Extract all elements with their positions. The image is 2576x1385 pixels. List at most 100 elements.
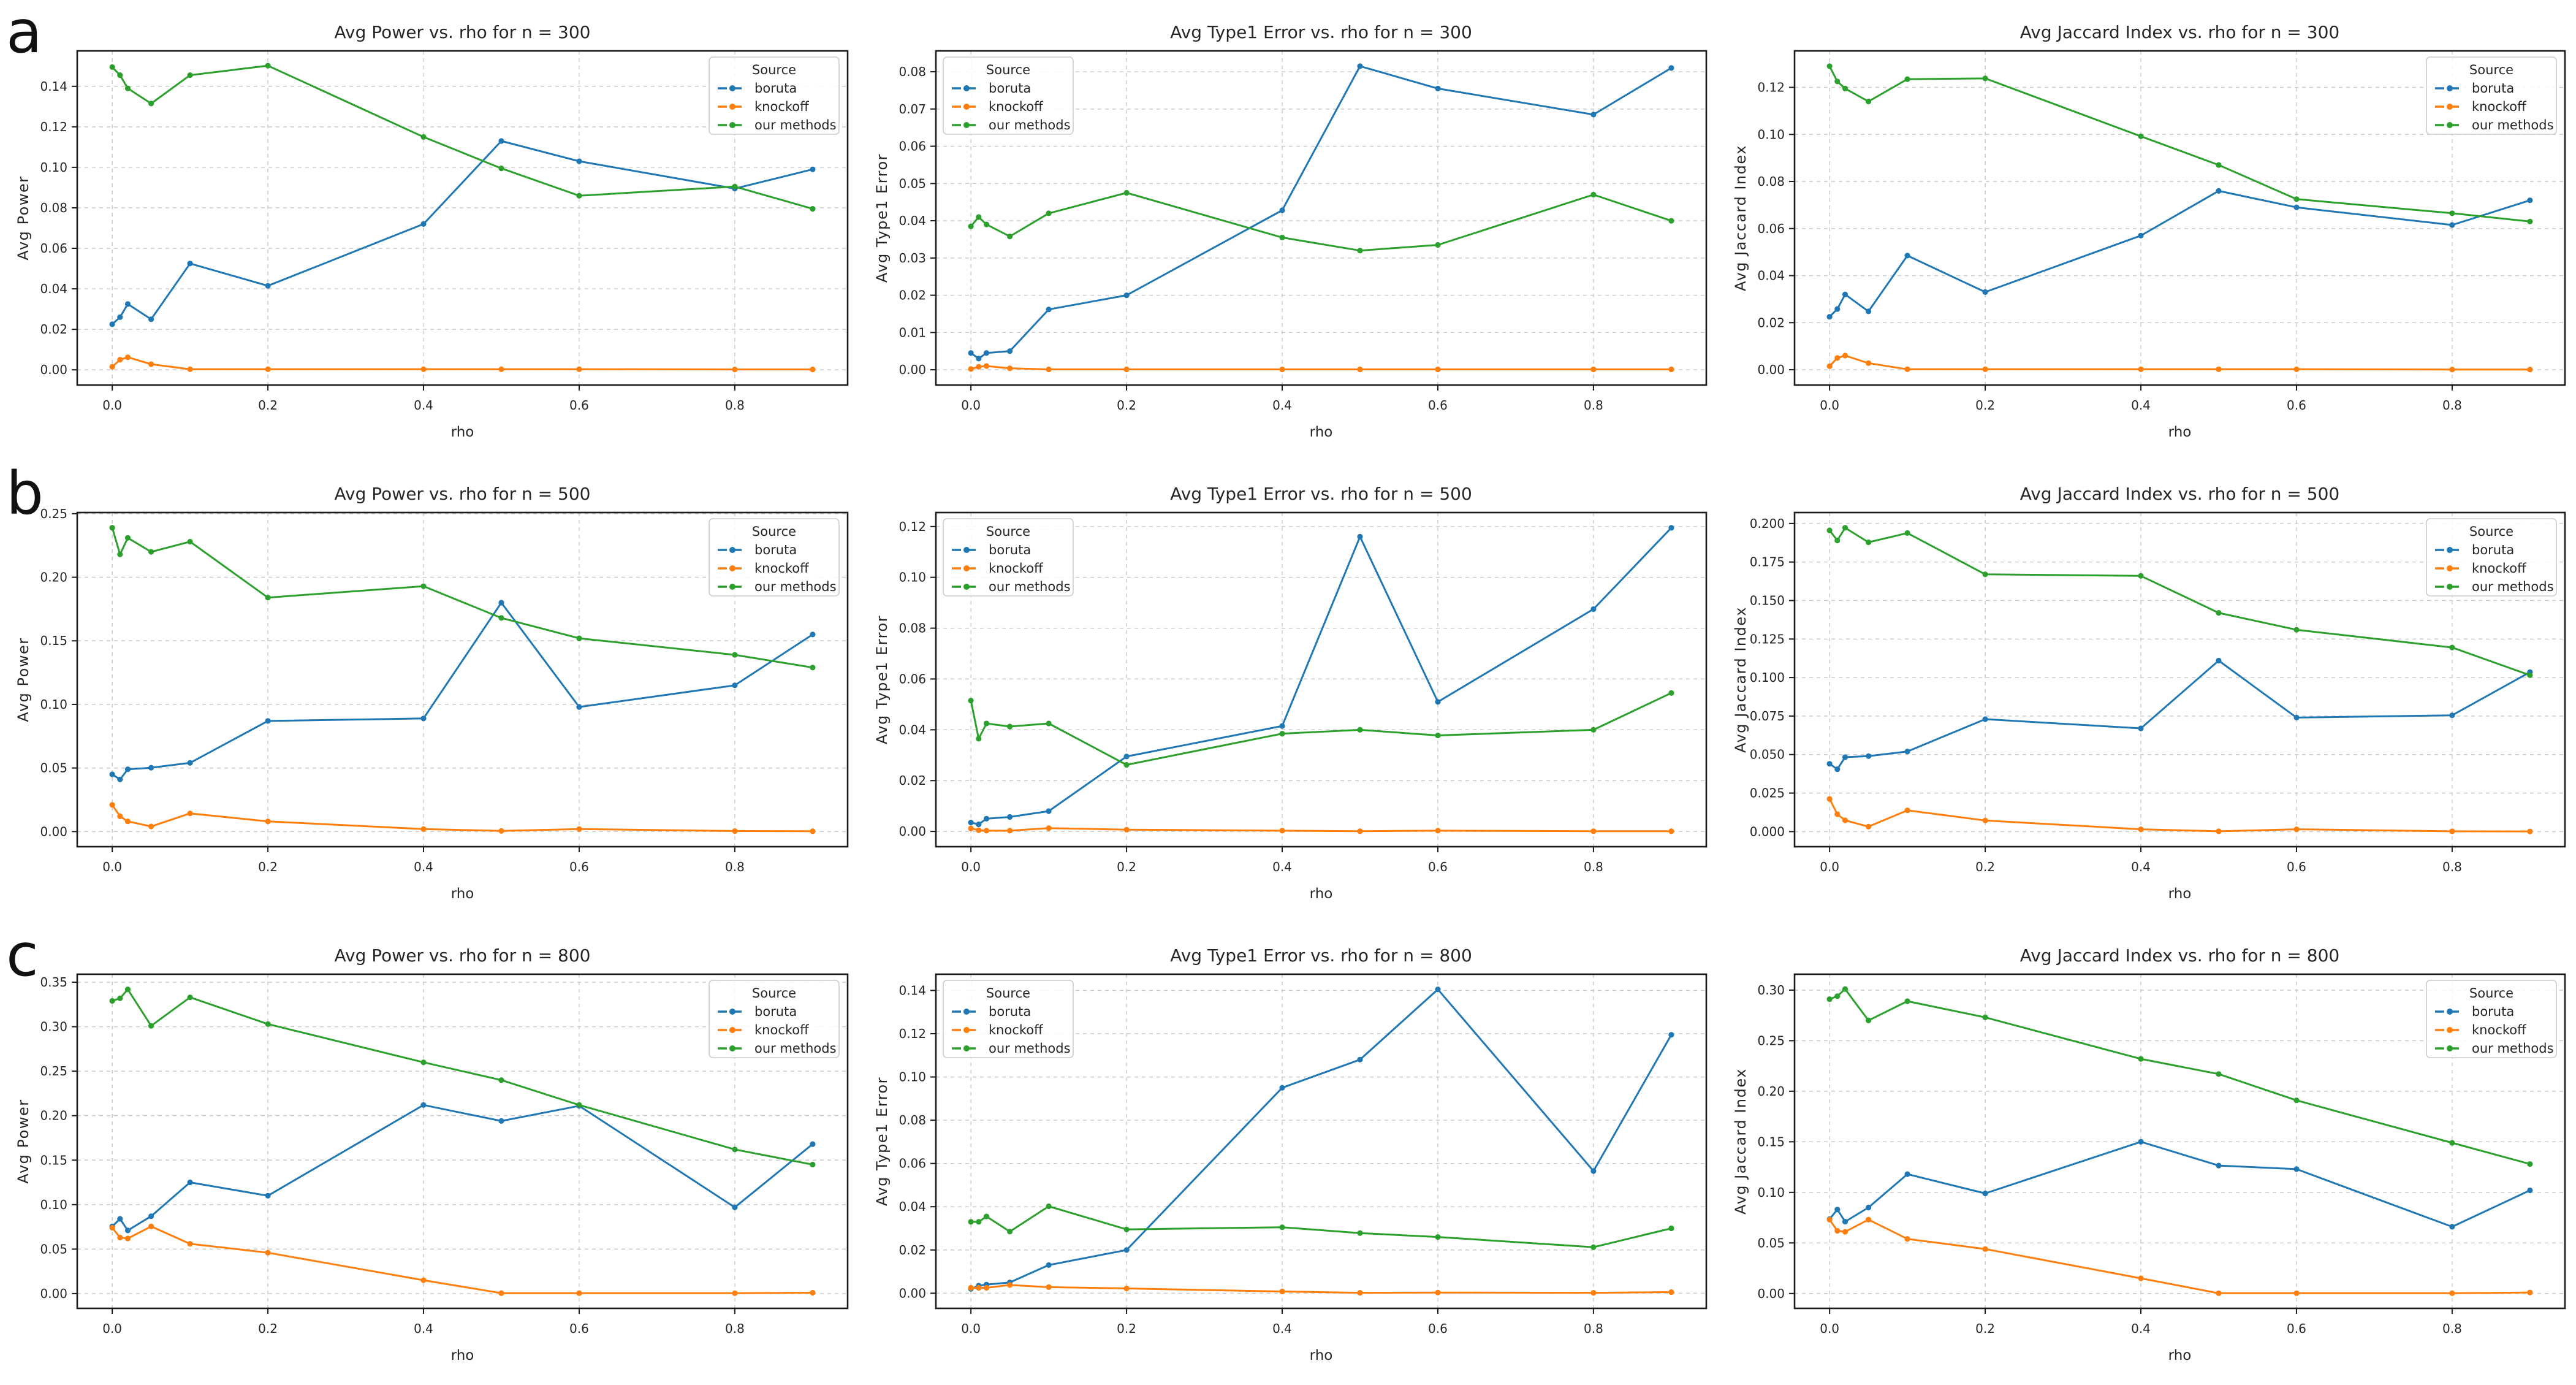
data-point-our-methods xyxy=(1982,1014,1988,1020)
data-point-knockoff xyxy=(1842,1229,1848,1235)
data-point-boruta xyxy=(983,815,990,822)
data-point-knockoff xyxy=(124,354,131,361)
data-point-our-methods xyxy=(1834,78,1841,85)
data-point-boruta xyxy=(187,261,193,267)
x-tick-label: 0.8 xyxy=(1584,1321,1603,1336)
data-point-boruta xyxy=(109,771,115,777)
data-point-knockoff xyxy=(1123,826,1130,833)
data-point-knockoff xyxy=(810,1289,816,1296)
chart-jaccard-n800: 0.0 0.2 0.4 0.6 0.8 0.00 0.05 0.10 0.15 0.20 0.25 0… xyxy=(1717,923,2576,1385)
data-point-knockoff xyxy=(576,366,582,372)
data-point-knockoff xyxy=(117,357,123,363)
legend: Source boruta knockoff our methods xyxy=(943,56,1074,135)
plot-spines xyxy=(1793,973,2566,1310)
data-point-our-methods xyxy=(968,698,974,704)
data-point-our-methods xyxy=(810,665,816,671)
data-point-boruta xyxy=(1046,307,1052,313)
chart-svg-6: 0.0 0.2 0.4 0.6 0.8 0.00 0.05 0.10 0.15 0.20 0.25 0… xyxy=(15,945,849,1364)
y-tick-label: 0.00 xyxy=(1757,1286,1785,1301)
data-point-boruta xyxy=(1046,1262,1052,1268)
legend-box xyxy=(2426,980,2557,1058)
legend-entry-knockoff: knockoff xyxy=(2472,561,2526,576)
data-point-our-methods xyxy=(1123,189,1130,196)
chart-svg-4: 0.0 0.2 0.4 0.6 0.8 0.00 0.02 0.04 0.06 0.08 0.10 0… xyxy=(873,484,1708,902)
data-point-knockoff xyxy=(265,1250,271,1256)
legend-sample-marker-boruta xyxy=(963,85,970,91)
data-point-knockoff xyxy=(109,1224,115,1231)
data-point-knockoff xyxy=(1826,1216,1833,1223)
x-tick-label: 0.6 xyxy=(2287,398,2306,413)
data-point-our-methods xyxy=(2293,1097,2300,1104)
x-tick-label: 0.4 xyxy=(2131,398,2151,413)
y-tick-label: 0.00 xyxy=(899,362,926,377)
data-point-our-methods xyxy=(2449,1140,2455,1146)
data-point-our-methods xyxy=(2293,196,2300,202)
data-point-knockoff xyxy=(2293,1290,2300,1296)
data-point-boruta xyxy=(1590,606,1597,612)
x-axis-label: rho xyxy=(1310,886,1333,902)
data-point-our-methods xyxy=(2138,133,2144,139)
data-point-knockoff xyxy=(2216,366,2222,372)
x-axis-label: rho xyxy=(451,424,474,440)
data-point-boruta xyxy=(1357,533,1363,540)
data-point-knockoff xyxy=(187,811,193,817)
data-point-knockoff xyxy=(1357,1290,1363,1296)
data-point-knockoff xyxy=(2138,826,2144,833)
x-tick-label: 0.8 xyxy=(1584,860,1603,874)
data-point-knockoff xyxy=(2293,366,2300,372)
data-point-knockoff xyxy=(976,827,982,833)
data-point-boruta xyxy=(124,1227,131,1234)
x-tick-label: 0.6 xyxy=(569,860,589,874)
x-tick-label: 0.6 xyxy=(2287,860,2306,874)
data-point-our-methods xyxy=(2138,573,2144,579)
data-point-our-methods xyxy=(2216,1071,2222,1077)
data-point-our-methods xyxy=(1904,76,1910,82)
legend-entry-boruta: boruta xyxy=(2472,543,2514,557)
x-tick-label: 0.4 xyxy=(2131,860,2151,874)
x-tick-label: 0.6 xyxy=(2287,1321,2306,1336)
data-point-our-methods xyxy=(1866,98,1872,105)
data-point-knockoff xyxy=(968,825,974,831)
data-point-our-methods xyxy=(1982,75,1988,82)
legend-entry-our-methods: our methods xyxy=(2472,579,2554,594)
y-tick-label: 0.06 xyxy=(899,139,926,154)
y-axis-label: Avg Power xyxy=(15,1099,32,1183)
plot-spines xyxy=(76,973,849,1310)
data-point-our-methods xyxy=(1842,525,1848,531)
data-point-knockoff xyxy=(1590,1290,1597,1296)
data-point-our-methods xyxy=(1826,527,1833,533)
data-point-our-methods xyxy=(1590,191,1597,198)
y-tick-label: 0.00 xyxy=(899,824,926,839)
data-point-our-methods xyxy=(1046,210,1052,216)
y-tick-label: 0.10 xyxy=(899,1070,926,1085)
y-tick-label: 0.07 xyxy=(899,102,926,116)
data-point-knockoff xyxy=(1007,1282,1013,1288)
chart-jaccard-n500: 0.0 0.2 0.4 0.6 0.8 0.000 0.025 0.050 0.075 0.100… xyxy=(1717,462,2576,923)
data-point-knockoff xyxy=(2527,828,2533,834)
data-point-boruta xyxy=(810,631,816,638)
chart-type1-error-n500: 0.0 0.2 0.4 0.6 0.8 0.00 0.02 0.04 0.06 0.08 0.10 0… xyxy=(859,462,1717,923)
data-point-knockoff xyxy=(498,828,504,834)
legend-sample-marker-boruta xyxy=(729,547,735,553)
chart-svg-8: 0.0 0.2 0.4 0.6 0.8 0.00 0.05 0.10 0.15 0.20 0.25 0… xyxy=(1732,945,2566,1364)
data-point-boruta xyxy=(117,1216,123,1222)
data-point-knockoff xyxy=(1123,1285,1130,1292)
legend-box xyxy=(943,56,1074,135)
data-point-our-methods xyxy=(2449,210,2455,216)
legend-sample-marker-knockoff xyxy=(2447,1027,2453,1033)
data-point-our-methods xyxy=(265,1021,271,1027)
legend: Source boruta knockoff our methods xyxy=(2426,518,2557,597)
data-point-knockoff xyxy=(1982,817,1988,823)
y-tick-label: 0.00 xyxy=(40,362,67,377)
y-tick-label: 0.03 xyxy=(899,251,926,265)
y-tick-label: 0.10 xyxy=(40,697,67,712)
data-point-boruta xyxy=(2449,222,2455,228)
x-tick-label: 0.4 xyxy=(1272,1321,1292,1336)
data-point-knockoff xyxy=(976,364,982,370)
x-tick-label: 0.8 xyxy=(725,398,745,413)
data-point-knockoff xyxy=(2216,828,2222,834)
y-tick-label: 0.04 xyxy=(899,213,926,228)
legend-box xyxy=(709,518,840,597)
y-tick-label: 0.10 xyxy=(1757,1185,1785,1200)
x-tick-label: 0.0 xyxy=(102,1321,122,1336)
